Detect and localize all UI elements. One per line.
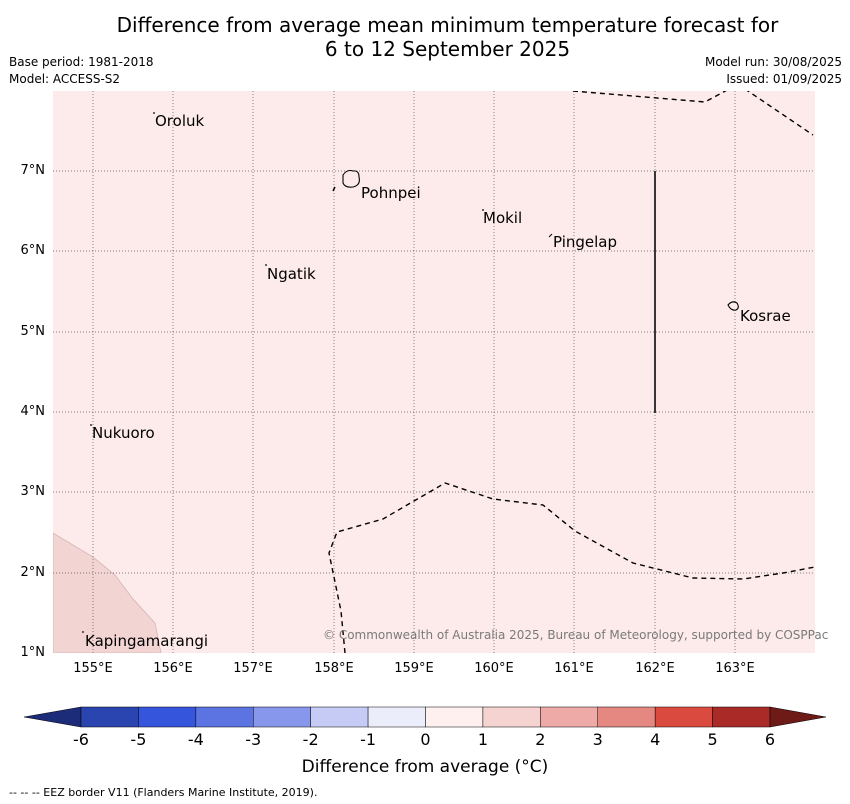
eez-border-top-right — [746, 91, 814, 136]
colorbar-tick-label: -2 — [302, 730, 319, 749]
lat-label-4n: 4°N — [20, 404, 46, 419]
colorbar-segment — [310, 706, 369, 728]
lower-left-shade — [53, 532, 162, 653]
title-line-1: Difference from average mean minimum tem… — [116, 13, 779, 37]
colorbar-segment — [80, 706, 139, 728]
colorbar-tick-label: 0 — [420, 730, 431, 749]
lon-label-155e: 155°E — [73, 661, 113, 676]
nukuoro-dot — [90, 424, 92, 426]
place-oroluk: Oroluk — [155, 112, 205, 130]
colorbar-tick-label: 4 — [650, 730, 661, 749]
colorbar-segment — [712, 706, 771, 728]
colorbar-segment — [540, 706, 598, 728]
lon-label-157e: 157°E — [233, 661, 273, 676]
model-run: Model run: 30/08/2025 — [704, 55, 842, 69]
colorbar-extend-over — [769, 706, 826, 728]
pohnpei-island — [342, 169, 360, 188]
place-kosrae: Kosrae — [740, 307, 791, 325]
colorbar-tick-label: 6 — [764, 730, 776, 749]
colorbar-segments — [24, 706, 826, 728]
pingelap-mark — [548, 233, 553, 238]
place-ngatik: Ngatik — [267, 265, 316, 283]
colorbar — [24, 706, 826, 728]
colorbar-tick-label: -4 — [187, 730, 204, 749]
place-pingelap: Pingelap — [553, 233, 618, 251]
colorbar-tick-label: -6 — [73, 730, 89, 749]
base-period: Base period: 1981-2018 — [9, 55, 154, 69]
gridlines — [53, 91, 815, 653]
model-name: Model: ACCESS-S2 — [9, 72, 121, 86]
lat-label-3n: 3°N — [20, 484, 46, 499]
eez-border-top — [572, 91, 727, 103]
map-canvas — [53, 91, 815, 653]
colorbar-segment — [367, 706, 426, 728]
chart-title: Difference from average mean minimum tem… — [0, 13, 850, 61]
colorbar-segment — [597, 706, 656, 728]
colorbar-tick-label: 2 — [535, 730, 546, 749]
kosrae-island — [727, 301, 739, 311]
meta-right: Model run: 30/08/2025 Issued: 01/09/2025 — [705, 54, 842, 88]
colorbar-segment — [482, 706, 541, 728]
mokil-dot — [482, 209, 484, 211]
place-pohnpei: Pohnpei — [361, 184, 421, 202]
lon-label-158e: 158°E — [314, 661, 354, 676]
ngatik-dot — [265, 264, 267, 266]
meta-left: Base period: 1981-2018 Model: ACCESS-S2 — [9, 54, 154, 88]
kapingamarangi-dot — [82, 631, 84, 633]
colorbar-tick-label: -3 — [245, 730, 262, 749]
colorbar-extend-under — [24, 706, 82, 728]
issued-date: Issued: 01/09/2025 — [726, 72, 842, 86]
eez-footnote: -- -- -- EEZ border V11 (Flanders Marine… — [9, 786, 318, 799]
copyright-notice: © Commonwealth of Australia 2025, Bureau… — [323, 628, 829, 642]
title-line-2: 6 to 12 September 2025 — [324, 37, 571, 61]
colorbar-segment — [138, 706, 197, 728]
eez-borders — [328, 91, 815, 653]
place-kapingamarangi: Kapingamarangi — [85, 632, 209, 650]
lon-label-163e: 163°E — [715, 661, 755, 676]
eez-border-south — [328, 482, 815, 653]
colorbar-segment — [654, 706, 713, 728]
colorbar-tick-label: 1 — [477, 730, 488, 749]
colorbar-tick-label: -1 — [360, 730, 377, 749]
colorbar-segment — [425, 706, 484, 728]
colorbar-segment — [253, 706, 311, 728]
colorbar-tick-label: -5 — [130, 730, 147, 749]
lon-label-159e: 159°E — [394, 661, 434, 676]
lat-label-5n: 5°N — [20, 324, 46, 339]
lon-label-162e: 162°E — [635, 661, 675, 676]
lat-label-1n: 1°N — [20, 645, 46, 660]
lon-label-156e: 156°E — [153, 661, 193, 676]
place-nukuoro: Nukuoro — [92, 424, 155, 442]
place-mokil: Mokil — [483, 209, 523, 227]
colorbar-tick-label: 5 — [707, 730, 718, 749]
lat-label-2n: 2°N — [20, 565, 46, 580]
eez-border-pohnpei-stub — [332, 186, 336, 192]
colorbar-segment — [195, 706, 254, 728]
map-panel[interactable] — [53, 91, 815, 653]
lat-label-7n: 7°N — [20, 163, 46, 178]
colorbar-tick-label: 3 — [592, 730, 603, 749]
colorbar-label: Difference from average (°C) — [301, 757, 549, 777]
lat-label-6n: 6°N — [20, 243, 46, 258]
lon-label-161e: 161°E — [554, 661, 594, 676]
lon-label-160e: 160°E — [474, 661, 514, 676]
oroluk-dot — [153, 112, 155, 114]
